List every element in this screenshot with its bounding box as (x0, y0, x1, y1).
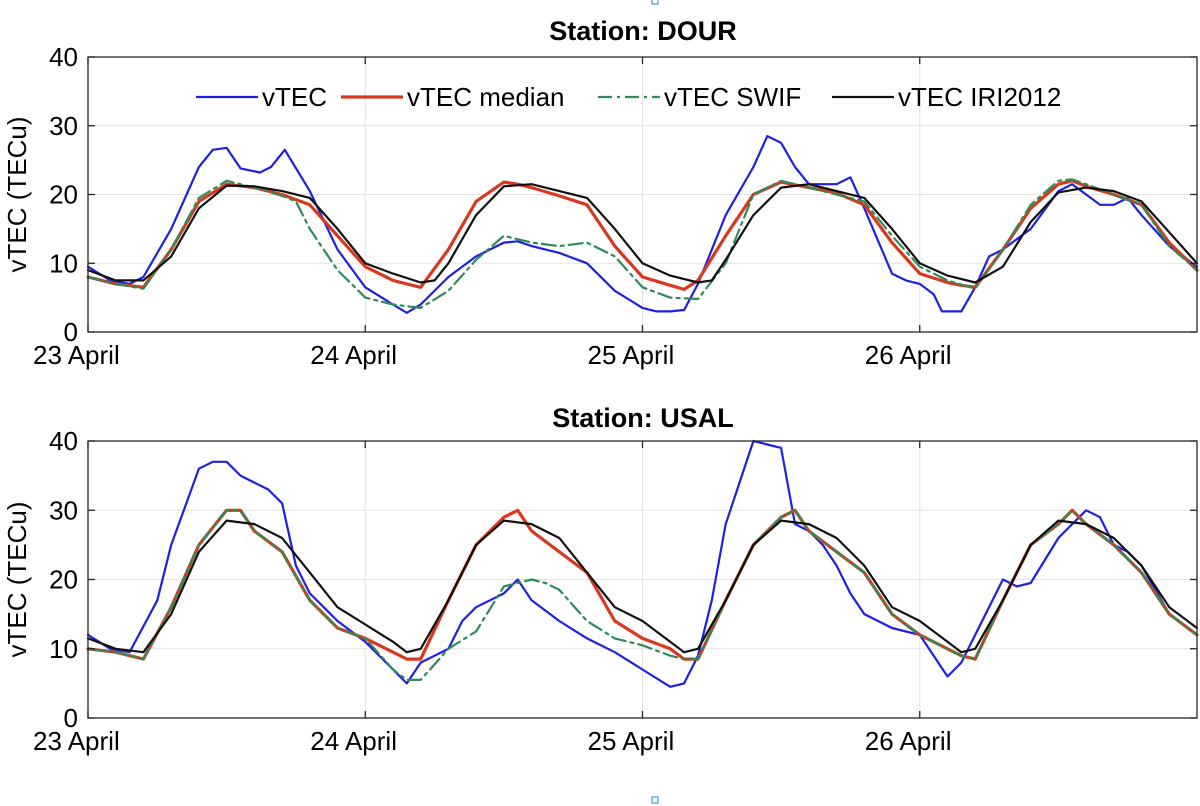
chart-title: Station: DOUR (549, 16, 736, 46)
x-tick-label: 24 April (310, 726, 397, 756)
y-tick-label: 0 (64, 317, 78, 347)
y-axis-label: vTEC (TECu) (2, 117, 32, 273)
figure-marker-bottom (651, 796, 659, 804)
panel-dour: 0 10 20 30 40 23 April 24 April 25 April 26 Apri… (2, 16, 1199, 370)
legend-label: vTEC median (407, 82, 565, 112)
y-tick-label: 30 (49, 111, 78, 141)
y-tick-label: 40 (49, 426, 78, 456)
chart-title: Station: USAL (552, 403, 734, 433)
y-tick-label: 0 (64, 703, 78, 733)
x-tick-label: 26 April (865, 726, 952, 756)
x-tick-label: 25 April (588, 340, 675, 370)
y-axis-label: vTEC (TECu) (2, 502, 32, 658)
y-tick-label: 20 (49, 180, 78, 210)
x-tick-label: 23 April (33, 726, 120, 756)
series-line-vtec (86, 135, 1199, 314)
x-tick-label: 25 April (588, 726, 675, 756)
x-tick-label: 24 April (310, 340, 397, 370)
legend-label: vTEC (262, 82, 327, 112)
y-tick-label: 40 (49, 42, 78, 72)
legend: vTEC vTEC median vTEC SWIF vTEC IRI2012 (196, 82, 1061, 112)
x-tick-label: 26 April (865, 340, 952, 370)
panel-usal: 0 10 20 30 40 23 April 24 April 25 April 26 Apri… (2, 403, 1199, 756)
y-tick-label: 30 (49, 495, 78, 525)
y-tick-label: 10 (49, 248, 78, 278)
series-line-vtec-iri2012 (86, 183, 1199, 284)
figure-marker-top (651, 0, 659, 5)
legend-label: vTEC IRI2012 (898, 82, 1061, 112)
series-line-vtec-iri2012 (86, 519, 1199, 654)
y-tick-label: 20 (49, 565, 78, 595)
x-tick-label: 23 April (33, 340, 120, 370)
series-line-vtec (86, 439, 1199, 688)
legend-label: vTEC SWIF (664, 82, 801, 112)
series-line-vtec-swif (86, 178, 1199, 309)
y-tick-label: 10 (49, 634, 78, 664)
